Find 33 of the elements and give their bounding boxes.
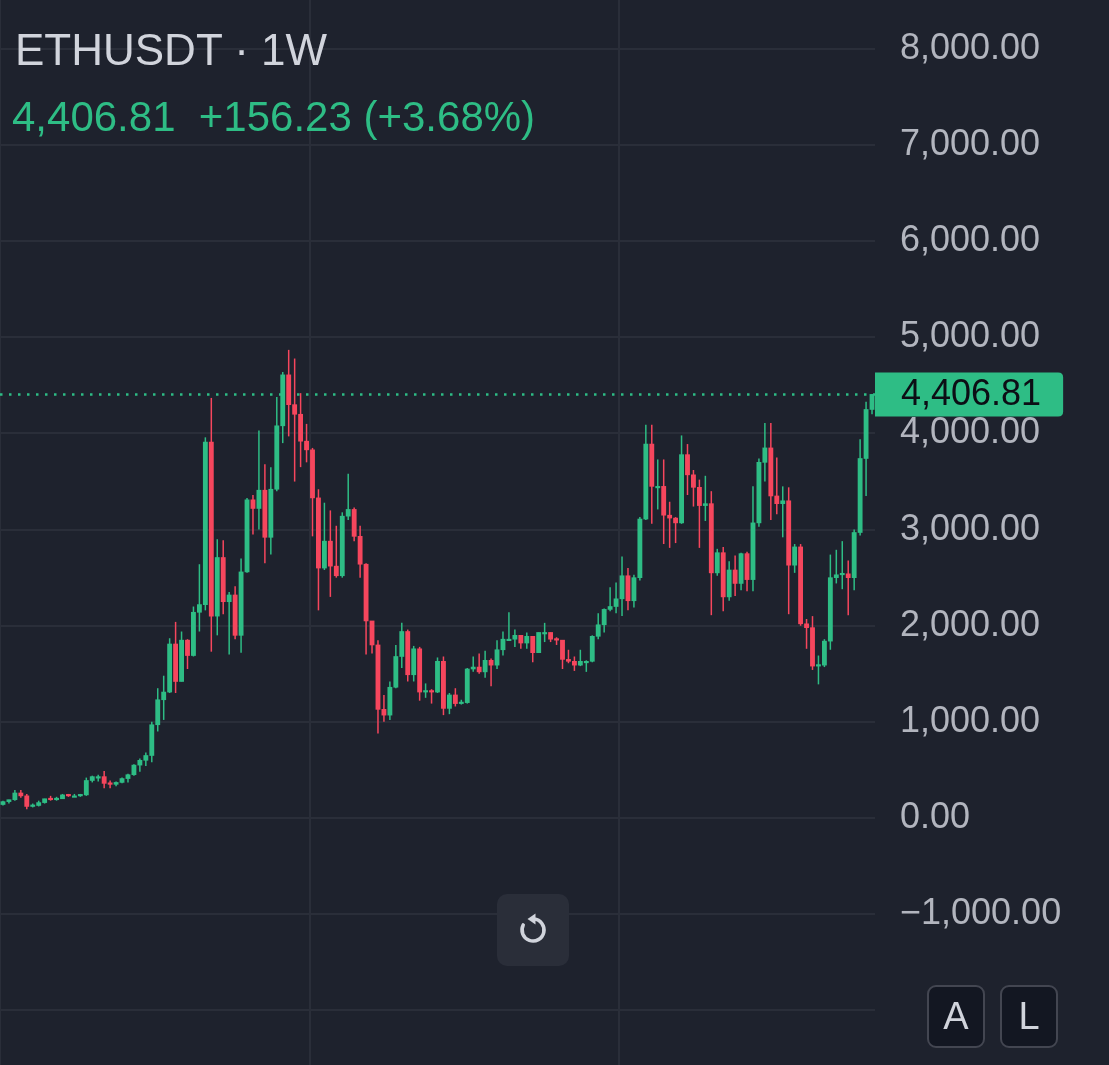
candlestick <box>333 525 339 579</box>
y-tick-label: 2,000.00 <box>900 602 1041 644</box>
y-tick-label: 0.00 <box>900 794 971 836</box>
candlestick <box>476 652 482 675</box>
y-tick-label: 6,000.00 <box>900 218 1041 260</box>
candlestick <box>780 485 786 539</box>
candlestick <box>845 559 851 616</box>
y-tick-label: 1,000.00 <box>900 698 1041 740</box>
text: 4,406.81 +156.23 (+3.68%) <box>12 93 536 140</box>
candlestick <box>792 543 798 574</box>
y-tick-label: 8,000.00 <box>900 25 1041 67</box>
letter-button: L <box>1000 985 1058 1048</box>
y-tick-label: 7,000.00 <box>900 122 1041 164</box>
candlestick <box>345 473 351 521</box>
candlestick <box>673 516 679 544</box>
candlestick <box>185 638 190 670</box>
candlestick <box>732 554 738 597</box>
y-tick-label: −1,000.00 <box>900 891 1062 933</box>
candlestick <box>452 687 458 708</box>
letter-button: A <box>927 985 985 1048</box>
text: ETHUSDT · 1W <box>15 25 328 74</box>
y-tick-label: 3,000.00 <box>900 506 1041 548</box>
candlestick <box>256 429 262 531</box>
candlestick <box>226 591 232 656</box>
candlestick <box>530 635 536 664</box>
y-tick-label: 5,000.00 <box>900 314 1041 356</box>
candlestick <box>702 475 708 522</box>
candlestick <box>774 456 780 515</box>
candlestick <box>714 548 720 577</box>
candlestick <box>446 692 452 715</box>
candlestick <box>655 458 661 511</box>
candlestick <box>488 657 494 688</box>
candlestick <box>482 649 488 679</box>
